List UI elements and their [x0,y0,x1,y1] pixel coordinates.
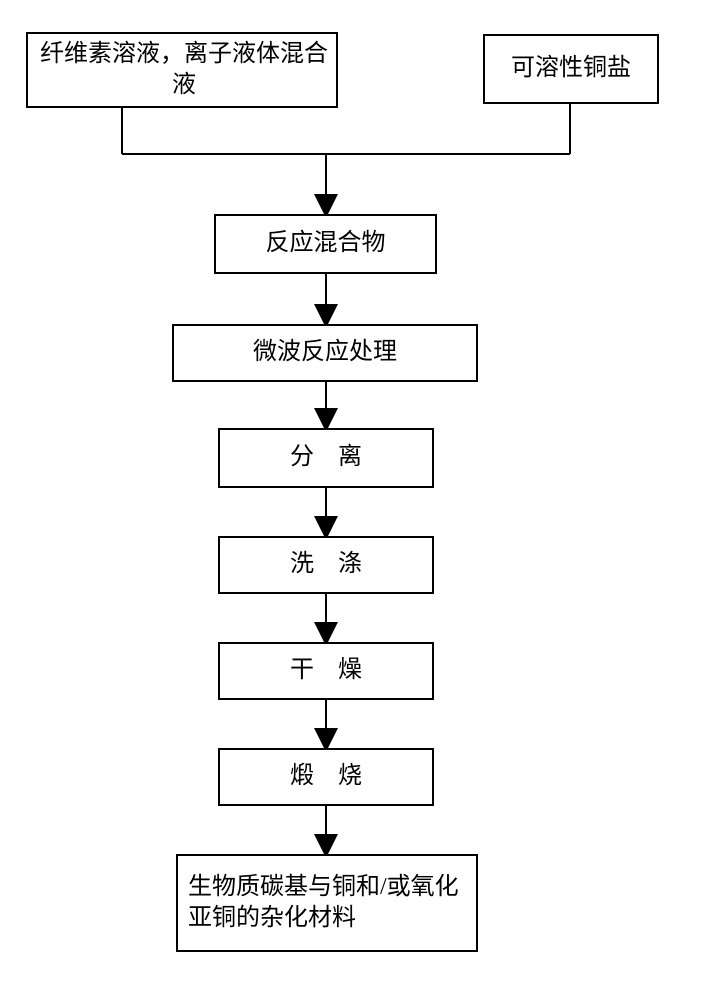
node-label: 干 燥 [290,655,362,686]
node-label: 纤维素溶液，离子液体混合液 [38,39,330,101]
node-label: 反应混合物 [266,228,386,259]
node-step-wash: 洗 涤 [218,536,434,594]
node-label: 可溶性铜盐 [511,53,631,84]
node-step-sep: 分 离 [218,428,434,488]
node-label: 洗 涤 [290,549,362,580]
node-input-right: 可溶性铜盐 [483,34,659,104]
node-step-dry: 干 燥 [218,642,434,700]
node-label: 煅 烧 [290,761,362,792]
flowchart-canvas: 纤维素溶液，离子液体混合液 可溶性铜盐 反应混合物 微波反应处理 分 离 洗 涤… [0,0,705,1000]
node-input-left: 纤维素溶液，离子液体混合液 [26,32,338,108]
node-step-micro: 微波反应处理 [172,324,478,382]
node-step-calc: 煅 烧 [218,748,434,806]
node-label: 分 离 [290,442,362,473]
node-label: 微波反应处理 [253,337,397,368]
node-step-mix: 反应混合物 [214,214,437,274]
connector-layer [0,0,705,1000]
node-label: 生物质碳基与铜和/或氧化亚铜的杂化材料 [188,872,470,934]
node-output: 生物质碳基与铜和/或氧化亚铜的杂化材料 [176,854,478,952]
